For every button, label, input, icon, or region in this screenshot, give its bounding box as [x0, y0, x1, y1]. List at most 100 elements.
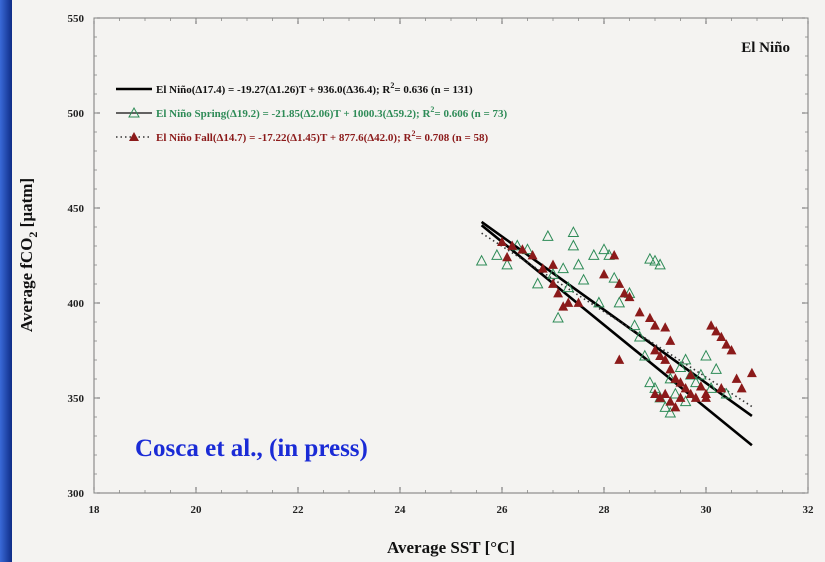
fall-data-point: [660, 322, 671, 332]
spring-data-point: [720, 387, 733, 399]
chart-title: El Niño: [741, 40, 790, 56]
fall-data-point: [502, 251, 513, 262]
fall-data-point: [675, 392, 686, 402]
fall-data-point: [614, 354, 625, 364]
spring-data-point: [577, 273, 590, 285]
legend: El Niño(Δ17.4) = -19.27(Δ1.26)T + 936.0(…: [116, 81, 507, 144]
legend-label-overall: El Niño(Δ17.4) = -19.27(Δ1.26)T + 936.0(…: [156, 81, 473, 96]
spring-data-point: [669, 387, 682, 399]
fall-data-point: [537, 263, 548, 273]
spring-fit-line: [480, 224, 753, 447]
x-tick-label: 30: [701, 504, 713, 516]
fall-data-point: [731, 373, 742, 383]
spring-data-point: [475, 254, 488, 266]
spring-data-point: [613, 296, 626, 308]
spring-points: [475, 226, 733, 418]
fall-data-point: [670, 373, 681, 383]
fall-data-point: [599, 269, 609, 279]
fall-data-point: [548, 259, 558, 269]
spring-data-point: [674, 361, 687, 372]
spring-data-point: [542, 229, 554, 241]
spring-data-point: [511, 239, 524, 251]
spring-data-point: [562, 281, 575, 293]
spring-data-point: [705, 381, 717, 393]
legend-entry-overall: El Niño(Δ17.4) = -19.27(Δ1.26)T + 936.0(…: [116, 81, 473, 96]
fall-data-point: [553, 288, 564, 298]
fall-data-point: [716, 331, 727, 342]
spring-data-point: [572, 258, 585, 270]
fall-data-point: [650, 345, 660, 355]
fall-data-point: [655, 350, 666, 361]
fall-data-point: [695, 381, 706, 391]
spring-data-point: [547, 267, 559, 279]
x-tick-label: 24: [395, 504, 407, 516]
fall-data-point: [655, 392, 666, 402]
spring-data-point: [593, 296, 605, 308]
spring-data-point: [628, 319, 641, 331]
spring-data-point: [644, 252, 656, 264]
fall-points: [497, 236, 757, 412]
fall-data-point: [685, 388, 696, 399]
legend-marker-spring: [128, 106, 140, 118]
fall-data-point: [497, 236, 507, 247]
fall-data-point: [660, 354, 671, 364]
fall-data-point: [548, 278, 558, 288]
fall-data-point: [517, 244, 528, 254]
fall-data-point: [624, 291, 635, 302]
spring-data-point: [649, 254, 661, 266]
spring-data-point: [659, 400, 671, 412]
spring-data-point: [644, 376, 656, 388]
fall-data-point: [650, 320, 660, 330]
y-tick-label: 350: [68, 393, 85, 405]
spring-data-point: [654, 258, 666, 270]
fall-data-point: [665, 364, 676, 374]
x-tick-label: 26: [497, 504, 509, 516]
x-axis-label: Average SST [°C]: [387, 538, 515, 557]
fall-data-point: [721, 339, 732, 349]
y-axis-label: Average fCO2 [µatm]: [17, 178, 40, 332]
spring-data-point: [588, 248, 600, 260]
fall-data-point: [660, 388, 671, 399]
fall-data-point: [746, 367, 757, 378]
x-tick-label: 28: [599, 504, 611, 516]
spring-data-point: [557, 262, 569, 274]
annotation-citation: Cosca et al., (in press): [135, 435, 368, 462]
spring-data-point: [639, 349, 651, 361]
spring-data-point: [633, 330, 646, 342]
fall-data-point: [711, 326, 722, 336]
x-tick-labels: 18 20 22 24 26 28 30 32: [89, 504, 815, 516]
fall-data-point: [665, 335, 676, 345]
spring-data-point: [531, 277, 544, 289]
fall-data-point: [665, 396, 676, 406]
fall-data-point: [736, 383, 747, 393]
chart-panel: [12, 0, 825, 562]
spring-data-point: [521, 243, 534, 255]
legend-label-fall: El Niño Fall(Δ14.7) = -17.22(Δ1.45)T + 8…: [156, 129, 489, 144]
y-tick-label: 550: [68, 13, 85, 25]
fall-data-point: [726, 345, 737, 355]
spring-data-point: [664, 406, 677, 418]
y-tick-label: 400: [68, 298, 85, 310]
fall-data-point: [573, 297, 584, 307]
fall-data-point: [716, 383, 727, 393]
fall-data-point: [634, 307, 645, 317]
fall-data-point: [558, 301, 569, 311]
spring-data-point: [679, 353, 692, 365]
x-tick-label: 32: [803, 504, 815, 516]
fall-data-point: [563, 297, 574, 307]
spring-data-point: [501, 258, 513, 270]
fall-data-point: [507, 240, 518, 250]
spring-data-point: [598, 243, 610, 255]
spring-data-point: [700, 349, 712, 361]
spring-data-point: [664, 372, 677, 384]
fall-data-point: [685, 369, 696, 380]
y-tick-label: 300: [68, 488, 85, 500]
fall-data-point: [619, 288, 630, 298]
legend-marker-fall: [129, 132, 139, 141]
fall-data-point: [680, 383, 691, 393]
legend-label-spring: El Niño Spring(Δ19.2) = -21.85(Δ2.06)T +…: [156, 105, 507, 120]
fall-data-point: [614, 278, 625, 288]
y-tick-label: 500: [68, 108, 85, 120]
spring-data-point: [690, 376, 702, 388]
